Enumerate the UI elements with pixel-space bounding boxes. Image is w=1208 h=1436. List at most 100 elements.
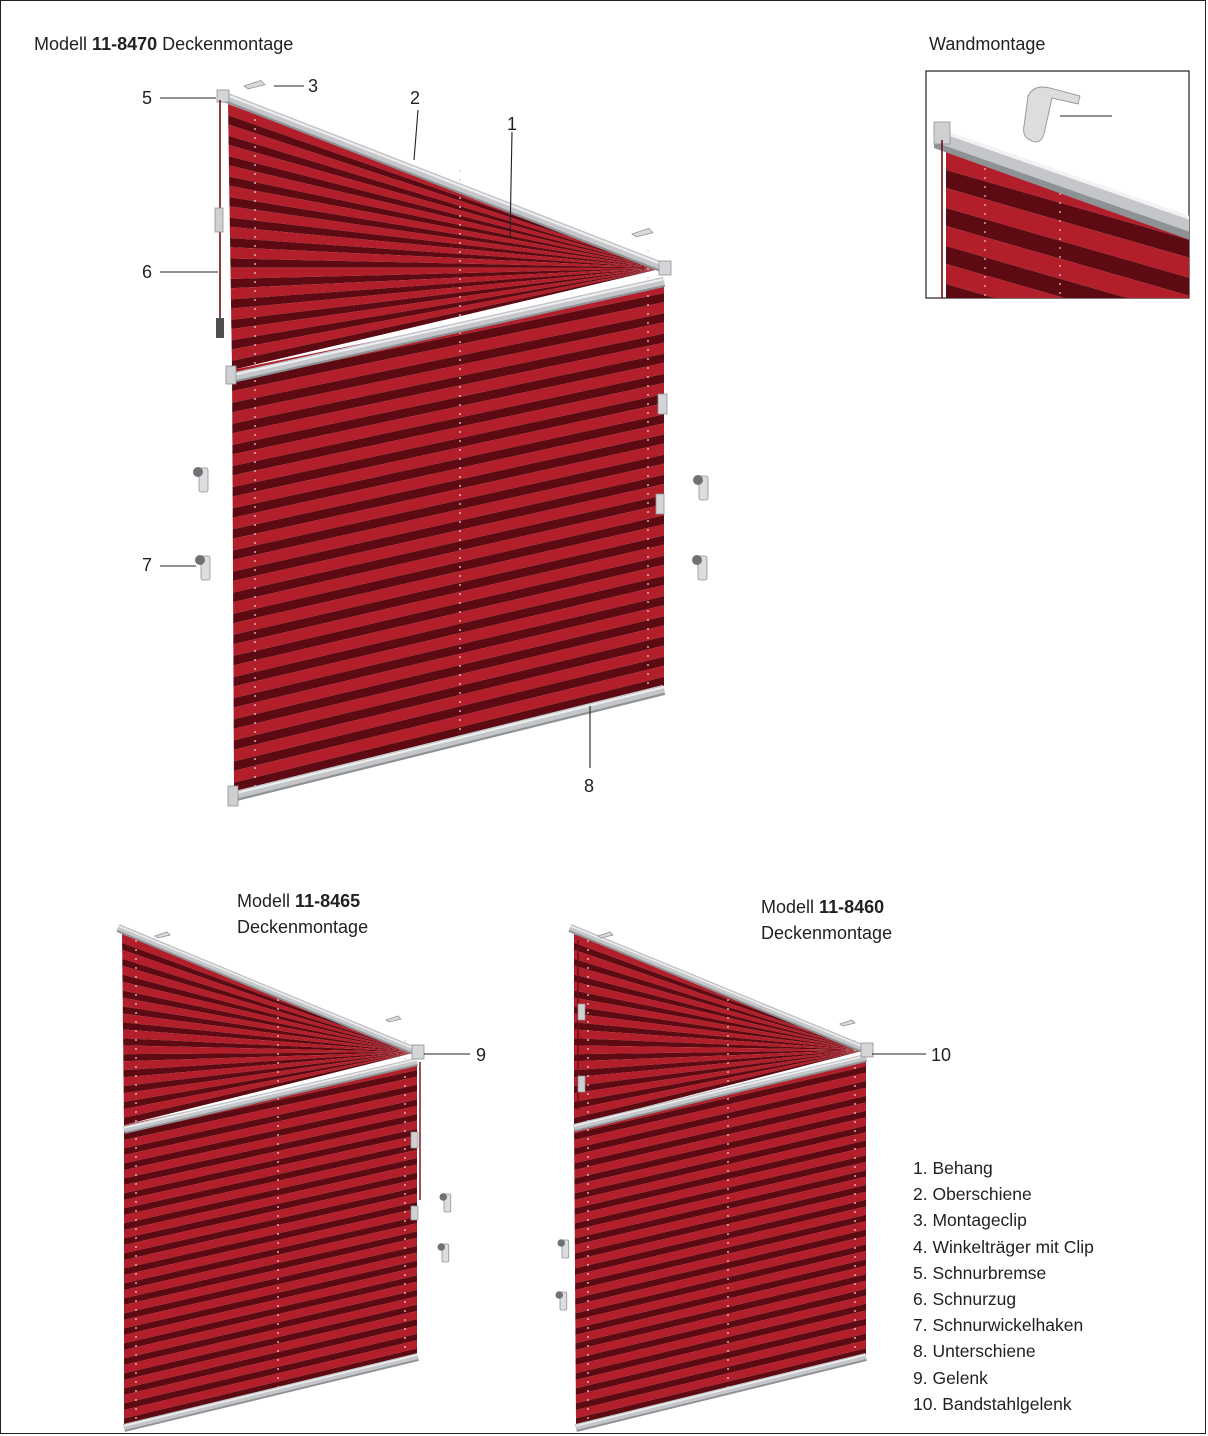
- model-8465-middle-rail-highlight: [123, 1059, 418, 1129]
- model-8465-lower-pleat-dark: [124, 1070, 417, 1140]
- main-blind-lower-pleat-dark: [233, 636, 665, 750]
- model-8465-lower-pleat-light: [124, 1296, 417, 1374]
- model-8460-lower-pleat-light: [575, 1325, 866, 1404]
- main-blind-upper-pleat-dark: [230, 258, 665, 268]
- model-8465-lower-pleat-dark: [124, 1348, 417, 1425]
- mounting-clip: [597, 931, 614, 939]
- model-8460-lower-pleat-light: [575, 1280, 866, 1359]
- model-8465-lower-pleat-light: [124, 1164, 417, 1239]
- model-8465-lower-pleat-light: [124, 1179, 417, 1254]
- model-8465-lower-pleat-light: [124, 1193, 417, 1269]
- cord-handle: [410, 1131, 419, 1149]
- model-8465-lower-pleat-dark: [124, 1216, 417, 1290]
- main-blind-lower-pleat-dark: [232, 373, 664, 476]
- main-blind-lower-pleat-dark: [234, 676, 664, 792]
- model-8465-lower-pleat-light: [124, 1223, 417, 1299]
- model-8460-upper-pleat-light: [574, 1029, 866, 1050]
- main-blind-lower-pleat-light: [233, 544, 665, 656]
- callout-10: 10: [931, 1045, 952, 1065]
- main-blind-lower-pleat-light: [232, 443, 665, 551]
- model-8465-lower-pleat-light: [124, 1106, 417, 1179]
- model-8465-upper-pleat-dark: [122, 990, 417, 1052]
- model-8460-lower-pleat-dark: [574, 1155, 866, 1230]
- model-8465-upper-pleat-dark: [122, 974, 418, 1052]
- model-8460-lower-pleat-dark: [575, 1199, 866, 1275]
- main-blind-upper-pleat-dark: [229, 217, 664, 268]
- mounting-clip: [839, 1019, 856, 1027]
- model-8460-upper-pleat-light: [574, 965, 866, 1050]
- main-blind-upper-pleat-dark: [231, 268, 664, 350]
- model-8460-lower-pleat-light: [574, 1162, 866, 1239]
- model-8465-lower-pleat-light: [124, 1252, 417, 1329]
- model-8460-top-rail-highlight: [569, 925, 867, 1049]
- legend-item: 4. Winkelträger mit Clip: [913, 1236, 1094, 1257]
- model-8460-lower-pleat-light: [575, 1340, 866, 1419]
- model-8465-lower-pleat-dark: [124, 1099, 417, 1170]
- leader-lines: [160, 85, 1112, 1055]
- main-blind-lower-pleat-light: [233, 645, 665, 762]
- cord-handle: [577, 1003, 586, 1021]
- model-8465-joint: [411, 1044, 425, 1060]
- mounting-clip: [154, 931, 171, 939]
- model-8465-upper-pleat-light: [122, 1013, 418, 1052]
- model-8460-lower-pleat-dark: [574, 1170, 866, 1245]
- model-8460-lower-pleat-dark: [575, 1333, 866, 1410]
- model-8460-lower-pleat-light: [575, 1265, 866, 1344]
- main-blind-lower-pleat-dark: [233, 616, 664, 729]
- main-blind-lower-pleat-light: [233, 665, 664, 783]
- callout-9: 9: [476, 1045, 487, 1065]
- callout-8: 8: [584, 776, 595, 796]
- model-8460-lower-pleat-light: [574, 1102, 866, 1179]
- model-8460-lower-pleat-dark: [575, 1244, 866, 1320]
- wall-mount-title: Wandmontage: [929, 34, 1046, 54]
- main-blind-upper-pleat-light: [229, 206, 664, 268]
- model-8460-upper-pleat-light: [574, 981, 866, 1050]
- legend-item: 5. Schnurbremse: [913, 1262, 1047, 1283]
- model-8465-lower-pleat-dark: [124, 1231, 417, 1305]
- cord-handle: [410, 1205, 419, 1221]
- model-8460-lower-pleat-light: [575, 1236, 866, 1314]
- cord-winder-hook-knob: [557, 1239, 565, 1247]
- main-blind-top-rail-face: [220, 91, 666, 271]
- leader-line: [413, 109, 419, 161]
- wall-detail-rail: [934, 128, 1189, 232]
- main-blind-lower-pleat-light: [233, 524, 664, 635]
- model-8460-lower-pleat-light: [574, 1191, 866, 1269]
- main-blind-lower-pleat-dark: [233, 656, 664, 771]
- model-8465-subtitle: Deckenmontage: [237, 917, 369, 937]
- main-blind-upper-pleat-light: [228, 124, 665, 268]
- main-blind-lower-pleat-dark: [232, 434, 665, 539]
- callout-6: 6: [142, 262, 153, 282]
- main-blind-lower-pleat-dark: [233, 474, 664, 581]
- model-8460-lower-pleat-dark: [575, 1229, 866, 1305]
- model-8465-title: Modell 11-8465: [237, 891, 361, 911]
- model-8465-lower-pleat-dark: [124, 1201, 417, 1275]
- cord-winder-hook-knob: [693, 475, 703, 485]
- model-8465-upper-pleat-dark: [122, 1006, 418, 1052]
- model-8460-lower-pleat-dark: [574, 1081, 866, 1155]
- main-blind-lower-pleat-light: [233, 605, 664, 720]
- model-8465-lower-pleat-light: [124, 1091, 417, 1164]
- main-blind-upper-pleat-dark: [229, 197, 664, 268]
- main-blind-upper-pleat-dark: [228, 135, 664, 268]
- model-8465-upper-pleat-dark: [122, 1022, 418, 1052]
- model-8465-lower-pleat-dark: [124, 1128, 417, 1200]
- model-8460-title: Modell 11-8460: [761, 897, 885, 917]
- legend-item: 1. Behang: [913, 1158, 993, 1178]
- model-8465-top-rail-highlight: [117, 925, 418, 1051]
- model-8460-upper-pleat-dark: [574, 1038, 866, 1050]
- cord-winder-hook-knob: [193, 467, 203, 477]
- model-8465-lower-pleat-light: [124, 1208, 417, 1284]
- model-8460-lower-pleat-light: [574, 1147, 866, 1224]
- main-blind-lower-pleat-light: [233, 625, 664, 741]
- wall-detail-pleat-light: [946, 302, 1190, 392]
- model-8465-lower-pleat-dark: [124, 1158, 417, 1230]
- mounting-clip: [243, 79, 266, 90]
- cord-winder-hook-knob: [555, 1291, 563, 1299]
- model-8460-bottom-rail-face: [575, 1353, 867, 1431]
- model-8465-lower-pleat-light: [124, 1281, 417, 1359]
- legend-item: 7. Schnurwickelhaken: [913, 1315, 1084, 1336]
- model-8460-lower-pleat-dark: [575, 1214, 866, 1290]
- side-guide: [655, 493, 665, 515]
- main-blind-lower-pleat-dark: [233, 495, 664, 603]
